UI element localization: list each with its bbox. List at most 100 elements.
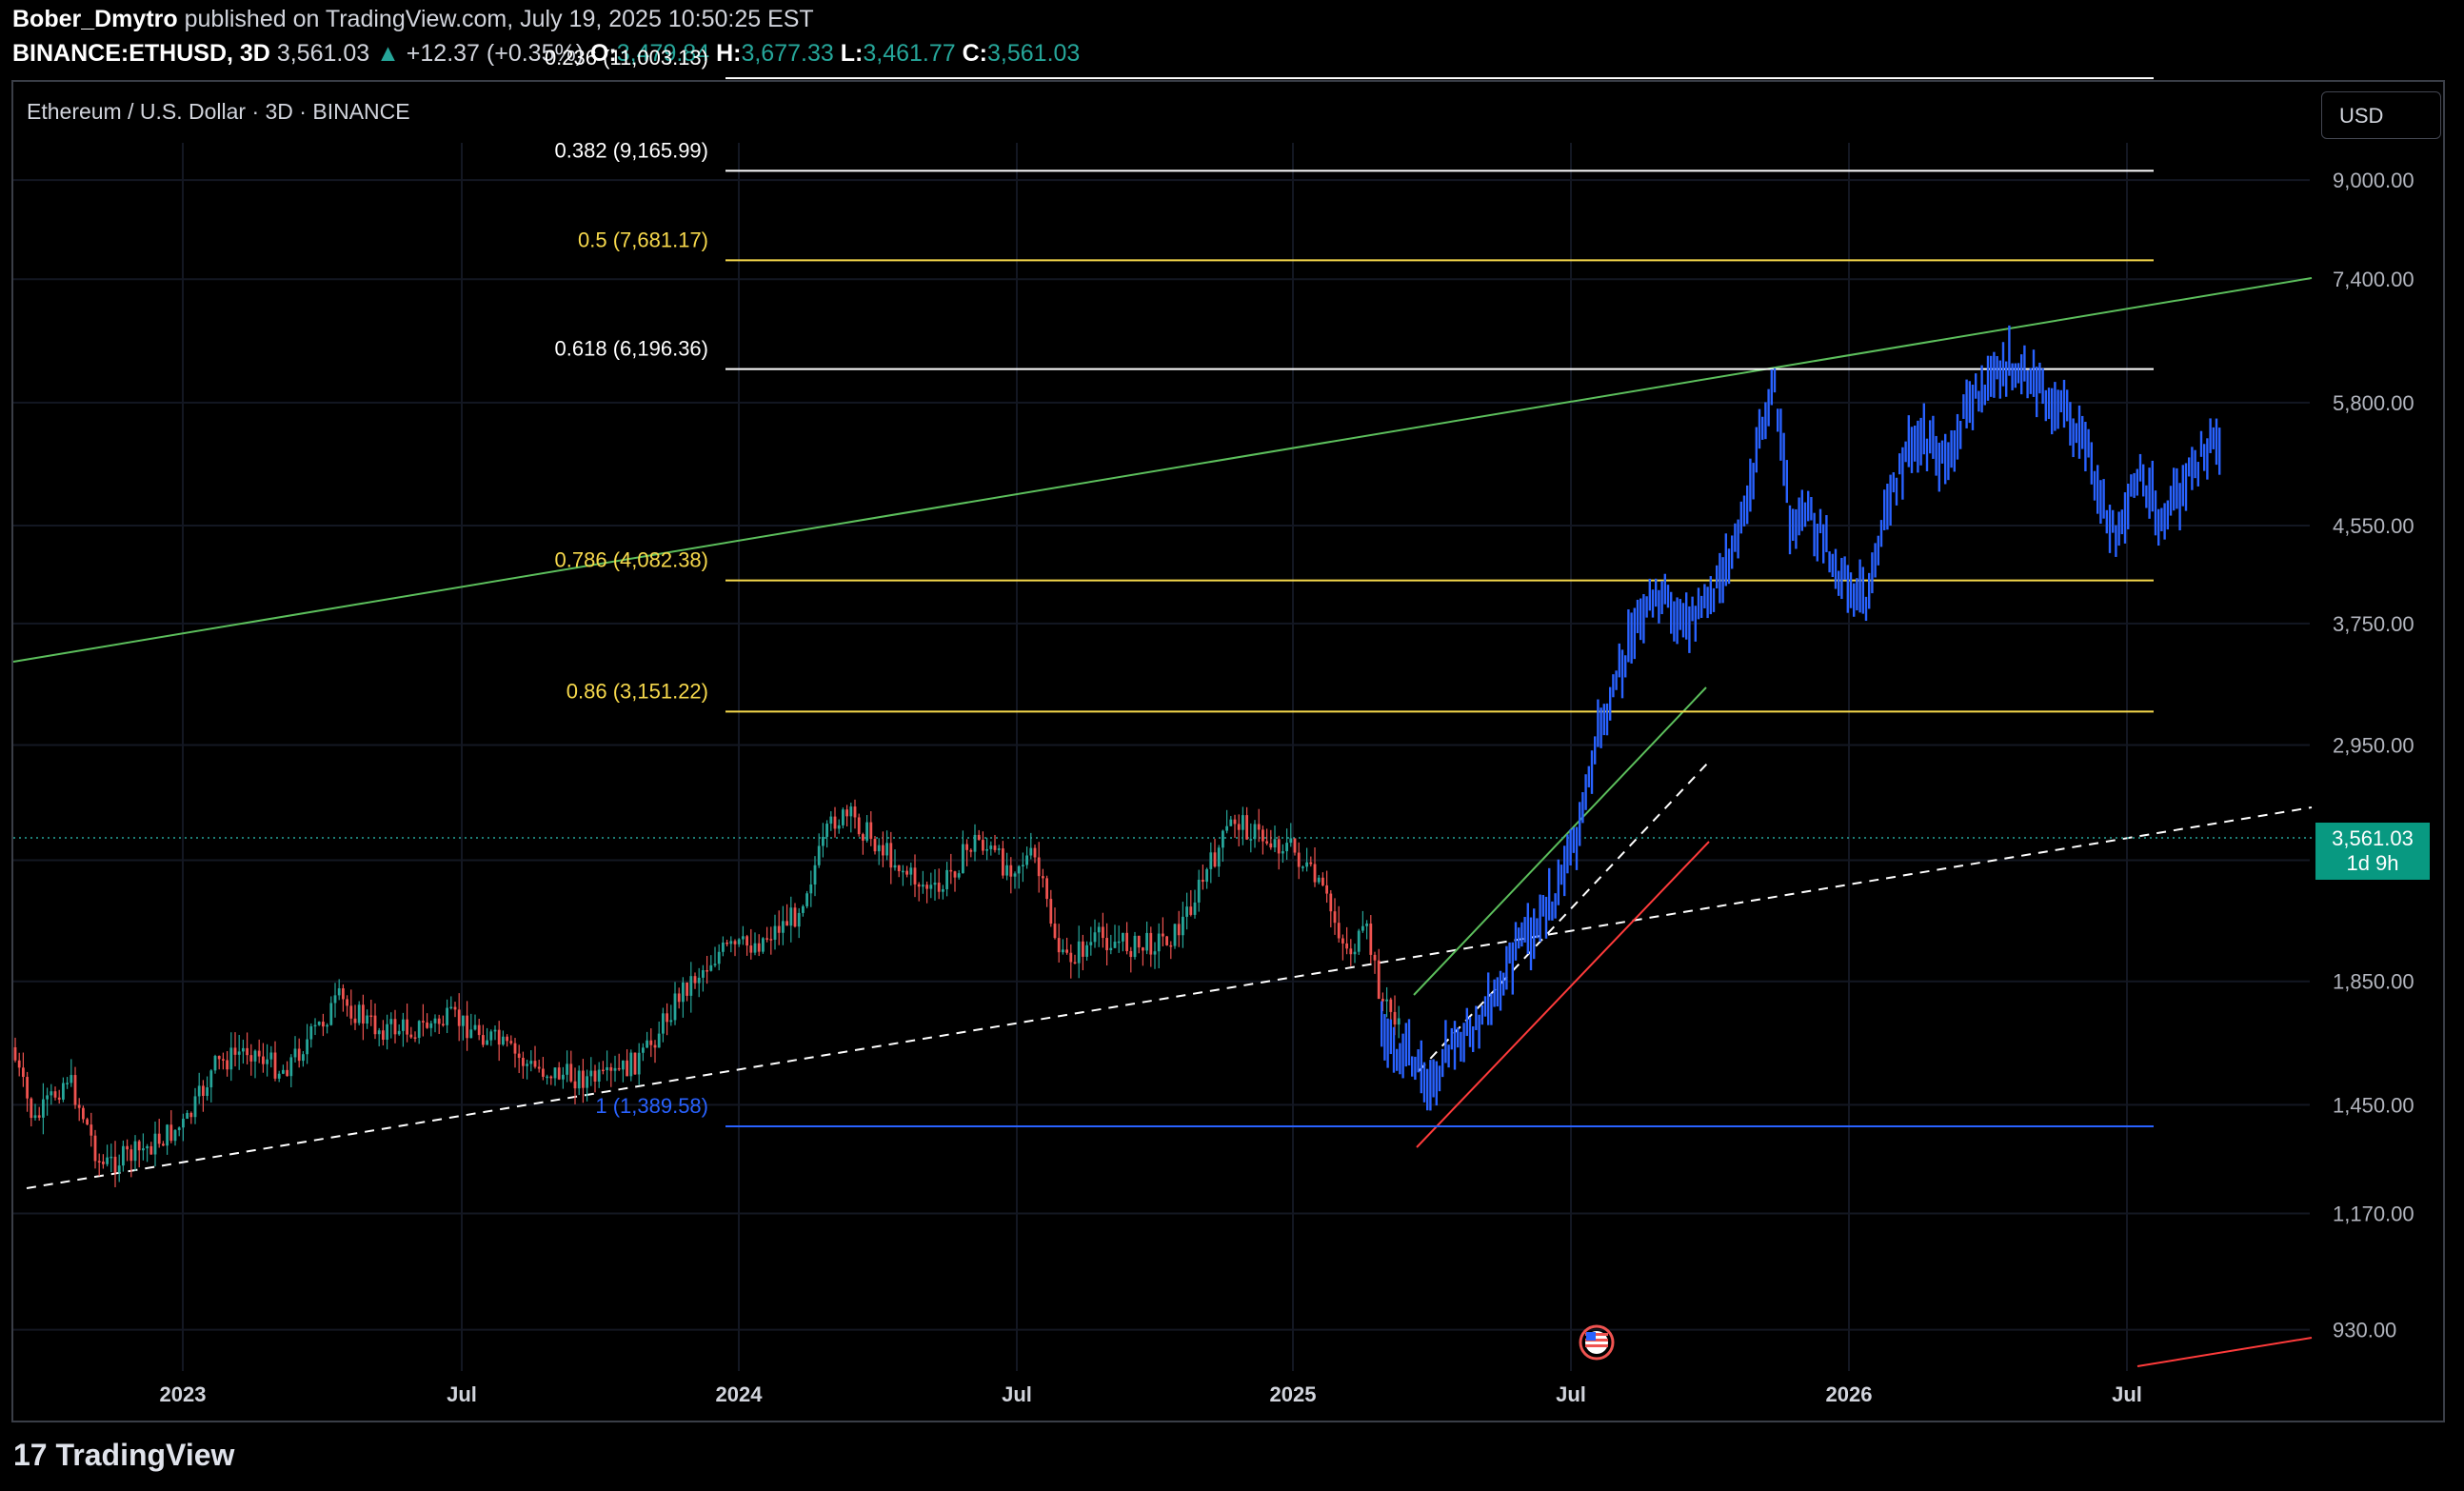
chart-symbol-title: Ethereum / U.S. Dollar · 3D · BINANCE <box>27 99 410 124</box>
candle-body <box>62 1083 65 1100</box>
candle-body <box>893 865 897 868</box>
candle-body <box>142 1148 145 1151</box>
projection-bar <box>2077 405 2081 459</box>
tradingview-logo[interactable]: 17 TradingView <box>13 1438 234 1473</box>
candle-body <box>1317 877 1321 883</box>
candle-body <box>377 1030 381 1035</box>
candle-body <box>933 883 937 885</box>
projection-bar <box>1453 1021 1457 1070</box>
ohlc-legend: BINANCE:ETHUSD, 3D 3,561.03 ▲ +12.37 (+0… <box>12 40 1080 68</box>
candle-body <box>382 1030 385 1041</box>
projection-bar <box>2044 389 2047 422</box>
author-name[interactable]: Bober_Dmytro <box>12 6 178 32</box>
candle-body <box>1069 952 1073 963</box>
last-price: 3,561.03 <box>276 40 370 67</box>
projection-bar <box>1822 524 1825 564</box>
candle-body <box>905 870 908 875</box>
projection-bar <box>1618 643 1620 678</box>
currency-selector-button[interactable]: USD <box>2321 91 2441 139</box>
candle-body <box>557 1067 561 1080</box>
projection-bar <box>2133 472 2136 498</box>
green-resistance-trendline[interactable] <box>12 277 2313 663</box>
projection-bar <box>1526 903 1529 955</box>
us-flag-event-icon[interactable] <box>1573 1323 1620 1362</box>
candle-body <box>397 1030 401 1035</box>
low-label: L: <box>840 40 864 67</box>
candle-body <box>337 988 341 996</box>
symbol-label[interactable]: BINANCE:ETHUSD, 3D <box>12 40 270 67</box>
candle-body <box>17 1060 21 1068</box>
projection-bar <box>1620 649 1624 699</box>
projection-bar <box>2041 368 2044 405</box>
candle-body <box>406 1019 408 1035</box>
y-axis-tick-label: 9,000.00 <box>2333 169 2414 192</box>
projection-bar <box>1746 485 1749 525</box>
dashed-channel-midline[interactable] <box>1418 763 1708 1072</box>
projection-bar <box>1721 557 1724 604</box>
projection-bar <box>1864 596 1868 622</box>
projection-bar <box>2066 389 2069 422</box>
candle-body <box>489 1031 493 1041</box>
dashed-support-trendline[interactable] <box>26 806 2313 1189</box>
candle-body <box>1397 1018 1401 1025</box>
candle-body <box>849 806 853 817</box>
candle-body <box>1297 852 1301 867</box>
candle-body <box>1282 851 1284 854</box>
projection-bar <box>2014 363 2017 388</box>
projection-bar <box>1980 365 1983 413</box>
projection-bar <box>1697 587 1700 620</box>
y-axis-tick-label: 3,750.00 <box>2333 612 2414 636</box>
candle-body <box>853 806 857 818</box>
projection-bar <box>1658 589 1660 624</box>
x-axis-tick-label: Jul <box>447 1382 477 1406</box>
chart-pane[interactable] <box>11 80 2445 1422</box>
y-axis-tick-label: 2,950.00 <box>2333 734 2414 758</box>
candle-body <box>457 1009 461 1026</box>
projection-bar <box>2203 444 2206 471</box>
red-channel-line[interactable] <box>1416 841 1710 1148</box>
projection-bar <box>1892 472 1895 493</box>
candle-body <box>729 941 733 944</box>
candle-body <box>389 1019 393 1024</box>
candle-body <box>149 1145 153 1155</box>
projection-bar <box>1998 360 2001 399</box>
x-axis-tick-label: Jul <box>1002 1382 1032 1406</box>
candle-body <box>146 1145 149 1149</box>
projection-bar <box>2178 483 2181 531</box>
candle-body <box>1093 932 1097 943</box>
candle-body <box>506 1036 508 1042</box>
projection-bar <box>1940 440 1944 464</box>
footer: 17 TradingView <box>0 1422 2464 1491</box>
projection-bar <box>1472 1025 1475 1052</box>
candle-body <box>1309 862 1313 865</box>
candle-body <box>773 925 777 941</box>
candle-body <box>989 845 993 849</box>
candle-body <box>722 942 725 952</box>
projection-bar <box>1560 865 1563 885</box>
candle-body <box>1265 841 1268 844</box>
projection-bar <box>2199 430 2203 457</box>
candle-body <box>1129 950 1133 958</box>
green-channel-line[interactable] <box>1413 686 1707 996</box>
candle-body <box>129 1149 133 1162</box>
candle-body <box>1013 873 1017 877</box>
candle-body <box>293 1048 297 1058</box>
candle-body <box>762 938 765 952</box>
candle-body <box>1049 899 1053 924</box>
candle-body <box>1333 911 1337 924</box>
projection-bar <box>1636 599 1639 634</box>
candle-body <box>237 1051 241 1055</box>
projection-bar <box>1639 598 1642 641</box>
candle-body <box>757 943 761 952</box>
candle-body <box>1102 926 1104 939</box>
candle-body <box>153 1133 157 1155</box>
projection-bar <box>2123 492 2127 544</box>
projection-bar <box>1511 942 1514 995</box>
high-label: H: <box>716 40 742 67</box>
red-trendline-bottom[interactable] <box>2136 1337 2313 1367</box>
candle-body <box>1062 949 1064 953</box>
candle-body <box>253 1050 257 1062</box>
candle-body <box>286 1069 288 1077</box>
projection-bar <box>1700 595 1703 618</box>
